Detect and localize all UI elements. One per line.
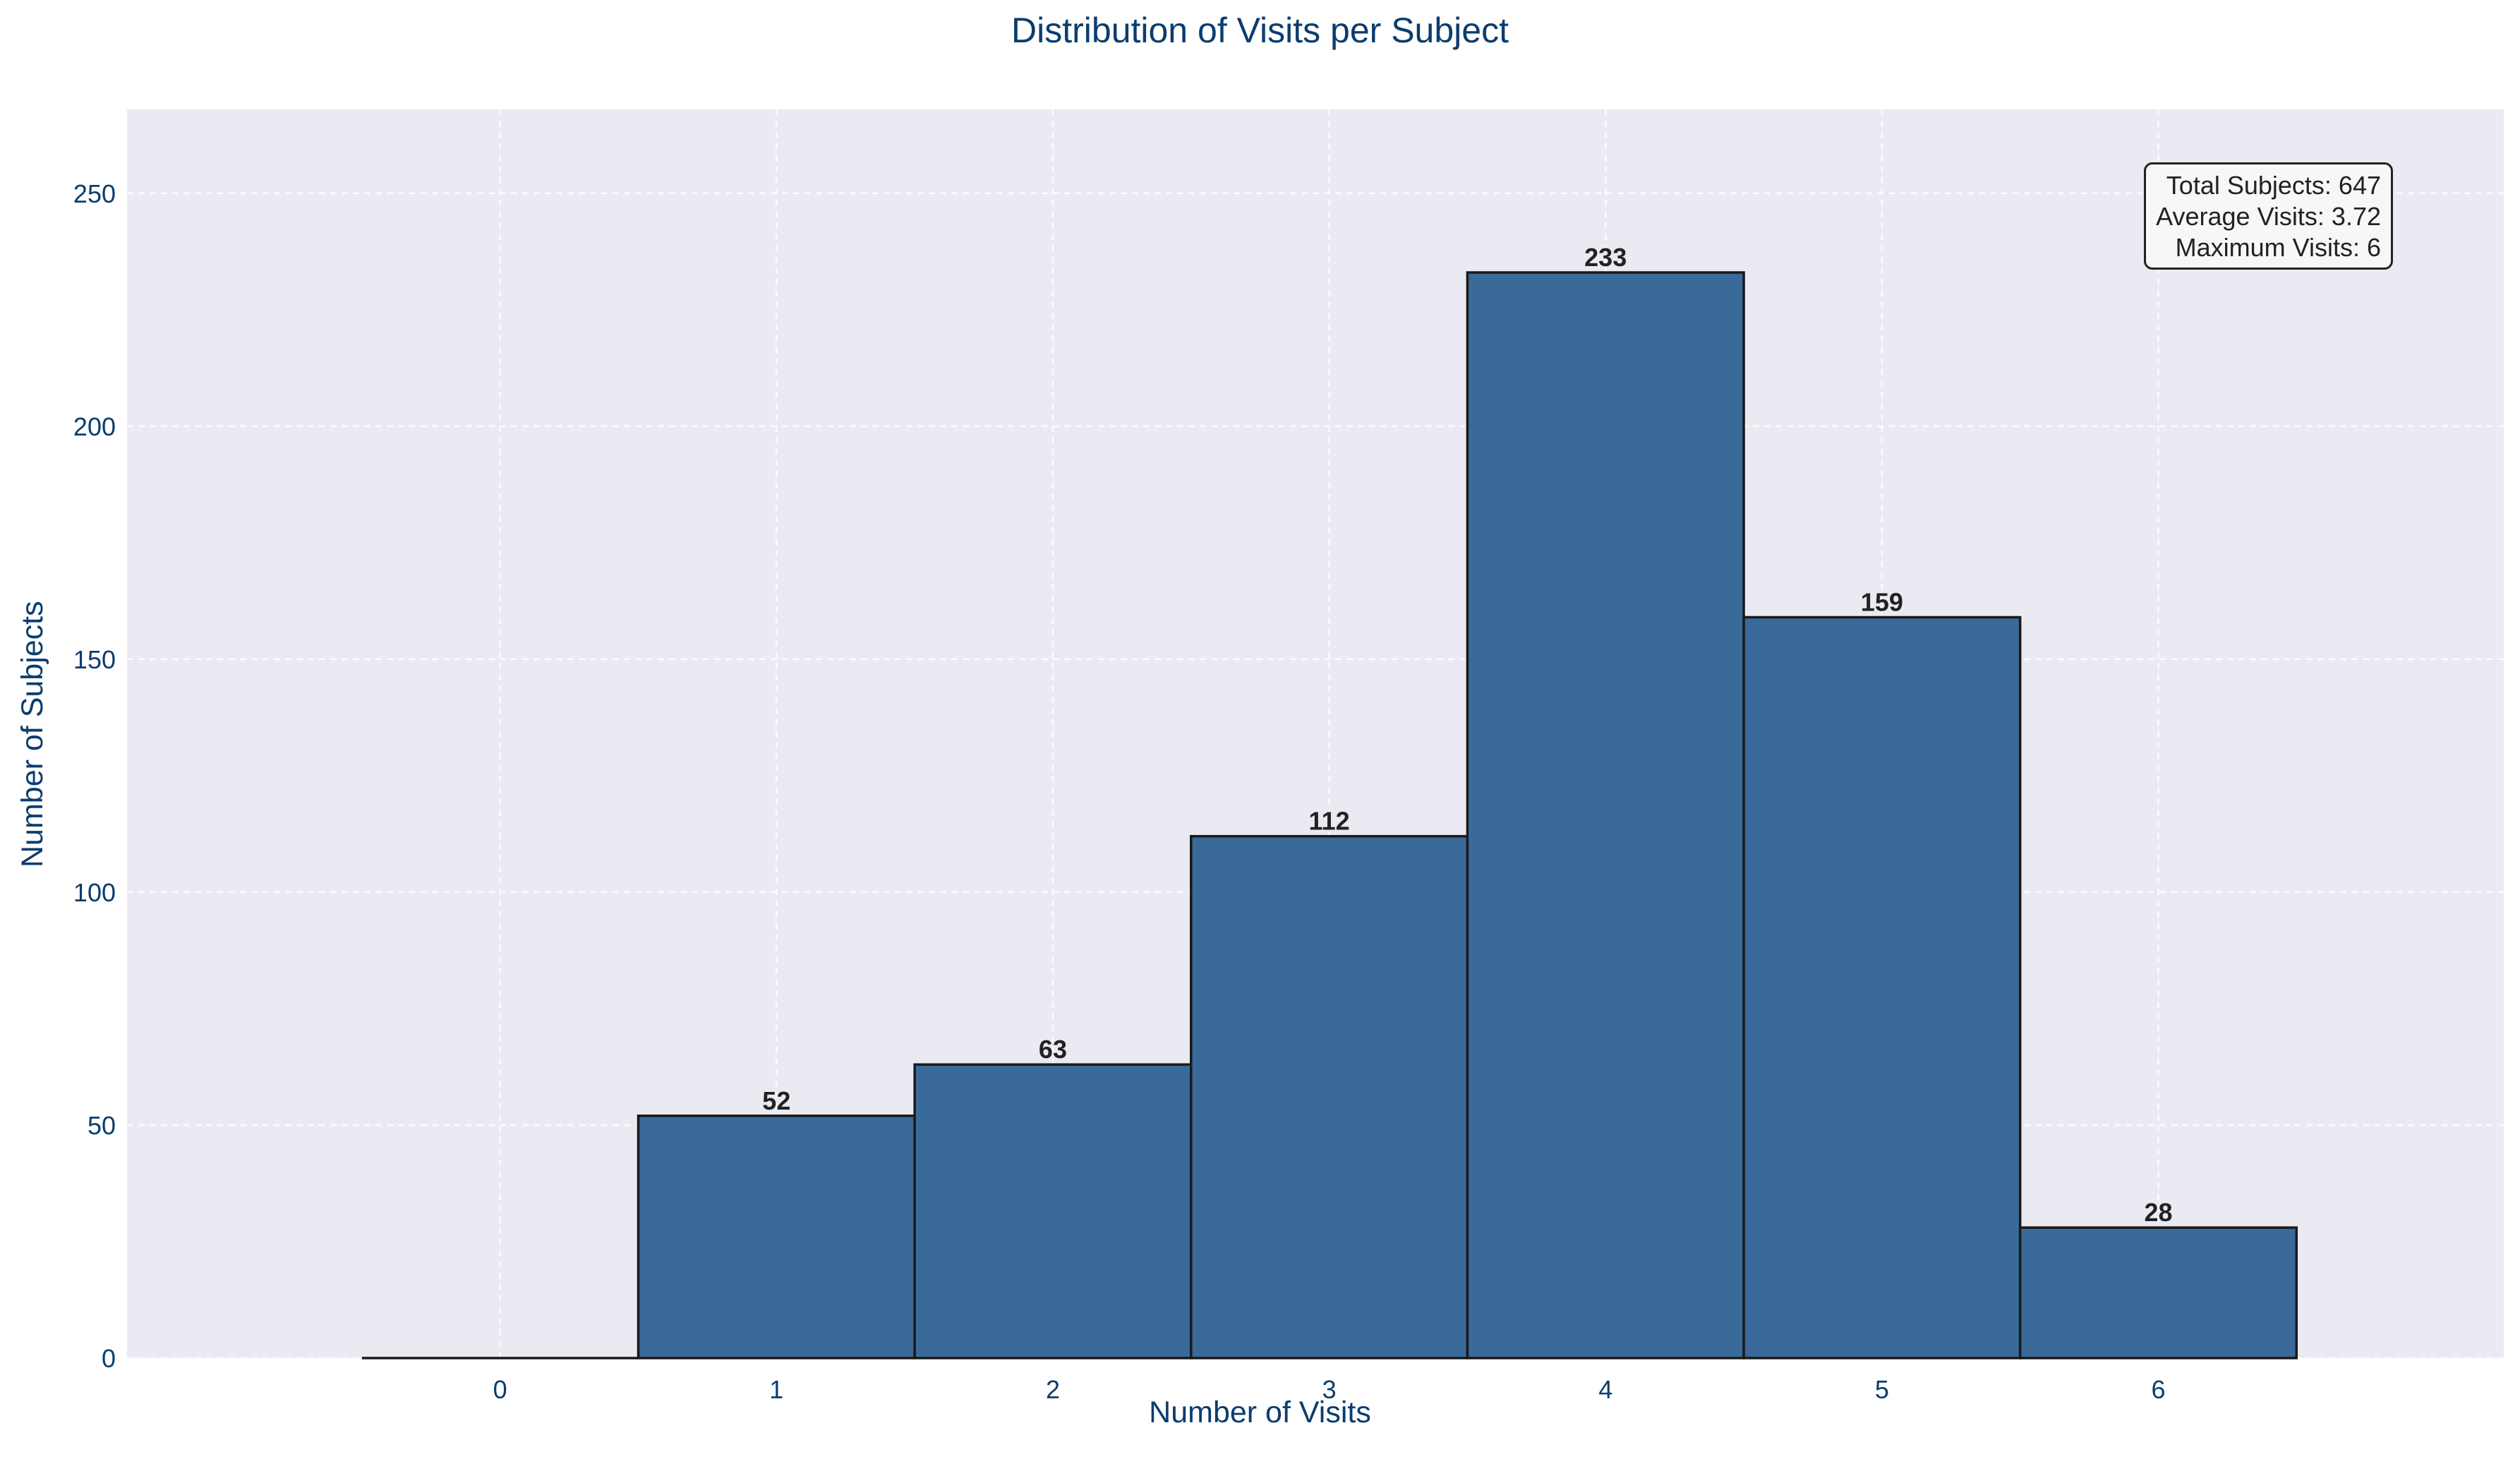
y-axis-label: Number of Subjects	[16, 600, 49, 867]
bar-value-label: 63	[1039, 1035, 1067, 1064]
stats-box: Total Subjects: 647 Average Visits: 3.72…	[2144, 162, 2393, 270]
y-tick-label: 100	[73, 878, 116, 907]
x-tick-label: 1	[769, 1375, 783, 1404]
bar-value-label: 159	[1861, 587, 1903, 616]
bar-value-label: 233	[1584, 243, 1627, 272]
y-tick-label: 200	[73, 412, 116, 441]
x-tick-label: 6	[2151, 1375, 2165, 1404]
axis-ticks: 0 50 100 150 200 250 0 1 2 3 4 5 6	[73, 179, 2166, 1404]
x-tick-label: 0	[493, 1375, 507, 1404]
stats-average-visits: Average Visits: 3.72	[2156, 202, 2381, 231]
bars	[361, 271, 2298, 1359]
bar-6	[2018, 1226, 2298, 1359]
bar-1	[637, 1115, 916, 1359]
bar-value-label: 112	[1309, 807, 1350, 836]
bar-3	[1190, 834, 1469, 1359]
y-tick-label: 50	[88, 1111, 116, 1140]
bar-value-label: 52	[762, 1086, 790, 1115]
stats-maximum-visits: Maximum Visits: 6	[2175, 233, 2381, 262]
x-tick-label: 2	[1046, 1375, 1060, 1404]
chart-title: Distribution of Visits per Subject	[1011, 11, 1509, 50]
x-tick-label: 5	[1875, 1375, 1889, 1404]
bar-2	[913, 1063, 1193, 1359]
bar-4	[1466, 271, 1745, 1359]
y-tick-label: 250	[73, 179, 116, 208]
x-tick-label: 3	[1322, 1375, 1337, 1404]
y-tick-label: 150	[73, 645, 116, 674]
x-tick-label: 4	[1598, 1375, 1612, 1404]
stats-total-subjects: Total Subjects: 647	[2166, 171, 2381, 200]
bar-value-label: 28	[2144, 1198, 2172, 1227]
bar-5	[1742, 616, 2022, 1359]
bar-labels: 52 63 112 233 159 28	[762, 243, 2172, 1227]
x-axis-label: Number of Visits	[1149, 1395, 1371, 1429]
y-tick-label: 0	[102, 1344, 116, 1373]
